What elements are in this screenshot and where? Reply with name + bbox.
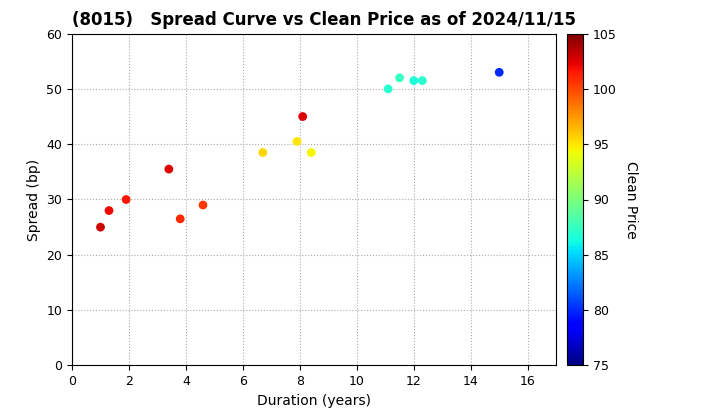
- Point: [297, 113, 308, 120]
- Point: [103, 207, 114, 214]
- Point: [493, 69, 505, 76]
- X-axis label: Duration (years): Duration (years): [257, 394, 371, 408]
- Y-axis label: Spread (bp): Spread (bp): [27, 158, 41, 241]
- Point: [292, 138, 303, 145]
- Point: [197, 202, 209, 208]
- Y-axis label: Clean Price: Clean Price: [624, 160, 638, 239]
- Point: [120, 196, 132, 203]
- Text: (8015)   Spread Curve vs Clean Price as of 2024/11/15: (8015) Spread Curve vs Clean Price as of…: [72, 11, 576, 29]
- Point: [163, 166, 174, 173]
- Point: [394, 74, 405, 81]
- Point: [174, 215, 186, 222]
- Point: [408, 77, 420, 84]
- Point: [305, 149, 317, 156]
- Point: [417, 77, 428, 84]
- Point: [257, 149, 269, 156]
- Point: [382, 86, 394, 92]
- Point: [95, 224, 107, 231]
